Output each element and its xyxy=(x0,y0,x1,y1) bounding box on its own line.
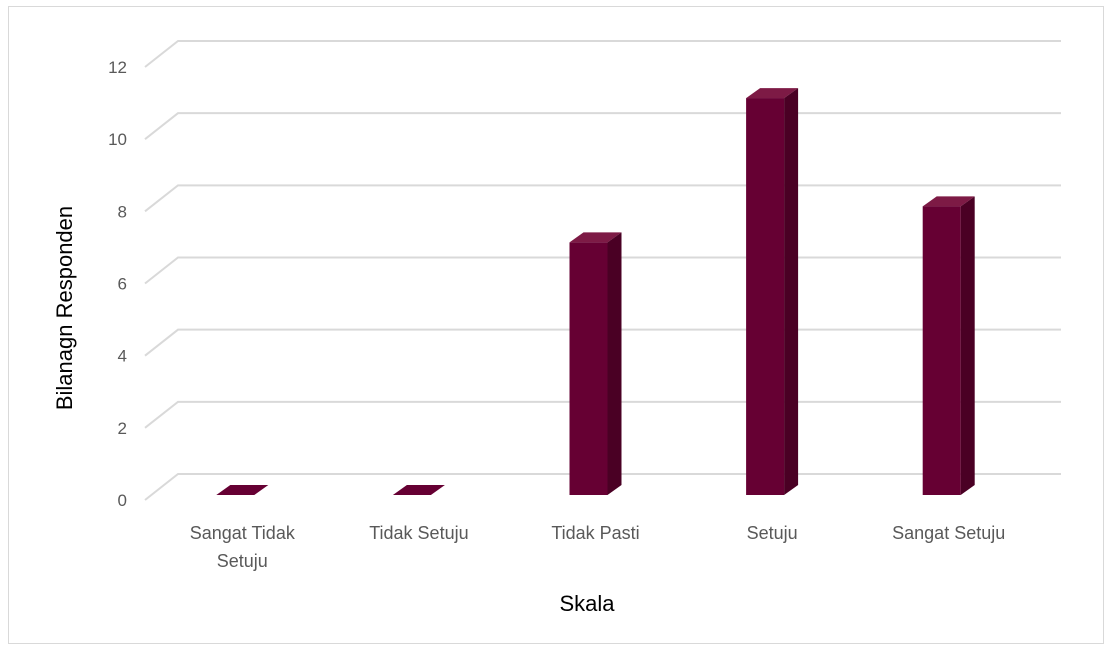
category-label: Sangat Tidak xyxy=(190,523,296,543)
y-tick-label: 8 xyxy=(118,202,127,221)
bar-top xyxy=(746,88,799,99)
x-axis-title: Skala xyxy=(559,591,615,616)
category-label: Tidak Setuju xyxy=(369,523,468,543)
gridline xyxy=(144,40,1061,68)
category-label: Tidak Pasti xyxy=(551,523,639,543)
bar xyxy=(569,242,608,495)
bar xyxy=(922,206,961,496)
bar-top xyxy=(392,485,445,495)
bar-side xyxy=(784,88,799,495)
y-tick-label: 4 xyxy=(118,347,127,366)
category-label: Sangat Setuju xyxy=(892,523,1005,543)
bar-side xyxy=(607,232,622,495)
category-label: Setuju xyxy=(217,551,268,571)
y-axis-title: Bilanagn Responden xyxy=(52,206,77,410)
y-tick-label: 2 xyxy=(118,419,127,438)
y-tick-label: 0 xyxy=(118,491,127,510)
category-label: Setuju xyxy=(747,523,798,543)
bar-top xyxy=(922,196,975,207)
bar-top xyxy=(216,485,269,495)
y-tick-label: 6 xyxy=(118,275,127,294)
y-tick-label: 10 xyxy=(108,130,127,149)
gridline xyxy=(144,112,1061,140)
bar-side xyxy=(960,196,975,496)
bar xyxy=(746,98,785,495)
y-tick-label: 12 xyxy=(108,58,127,77)
bar-top xyxy=(569,232,622,243)
